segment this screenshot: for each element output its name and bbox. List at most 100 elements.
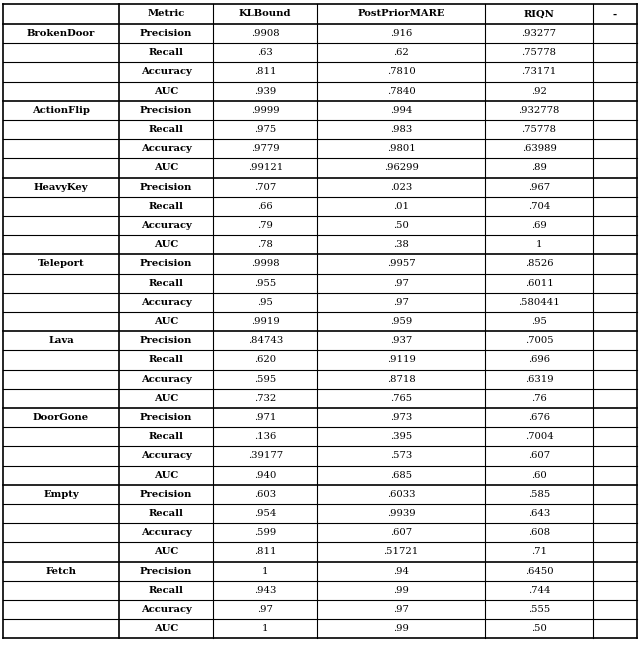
Text: .607: .607 xyxy=(528,451,550,460)
Text: .932778: .932778 xyxy=(518,106,560,115)
Text: .607: .607 xyxy=(390,529,412,537)
Text: .99121: .99121 xyxy=(248,164,283,172)
Text: .555: .555 xyxy=(528,605,550,614)
Text: .75778: .75778 xyxy=(522,48,557,57)
Text: .732: .732 xyxy=(254,394,276,403)
Text: 1: 1 xyxy=(262,624,269,633)
Text: .50: .50 xyxy=(393,221,409,230)
Text: .50: .50 xyxy=(531,624,547,633)
Text: .595: .595 xyxy=(254,375,276,384)
Text: .994: .994 xyxy=(390,106,412,115)
Text: .765: .765 xyxy=(390,394,412,403)
Text: .9957: .9957 xyxy=(387,259,415,269)
Text: .97: .97 xyxy=(393,278,409,288)
Text: PostPriorMARE: PostPriorMARE xyxy=(357,10,445,18)
Text: Recall: Recall xyxy=(148,125,184,134)
Text: .916: .916 xyxy=(390,29,412,38)
Text: Precision: Precision xyxy=(140,490,192,499)
Text: .973: .973 xyxy=(390,413,412,422)
Text: .6319: .6319 xyxy=(525,375,554,384)
Text: .97: .97 xyxy=(257,605,273,614)
Text: .643: .643 xyxy=(528,509,550,518)
Text: .685: .685 xyxy=(390,471,412,479)
Text: Recall: Recall xyxy=(148,432,184,441)
Text: AUC: AUC xyxy=(154,86,178,96)
Text: 1: 1 xyxy=(536,240,542,250)
Text: .66: .66 xyxy=(257,202,273,211)
Text: AUC: AUC xyxy=(154,548,178,557)
Text: Accuracy: Accuracy xyxy=(141,605,191,614)
Text: Recall: Recall xyxy=(148,278,184,288)
Text: .954: .954 xyxy=(254,509,276,518)
Text: .9119: .9119 xyxy=(387,356,415,364)
Text: .704: .704 xyxy=(528,202,550,211)
Text: .60: .60 xyxy=(531,471,547,479)
Text: .023: .023 xyxy=(390,183,412,192)
Text: .811: .811 xyxy=(254,67,276,77)
Text: Metric: Metric xyxy=(147,10,185,18)
Text: AUC: AUC xyxy=(154,317,178,326)
Text: .676: .676 xyxy=(528,413,550,422)
Text: .983: .983 xyxy=(390,125,412,134)
Text: .6011: .6011 xyxy=(525,278,554,288)
Text: BrokenDoor: BrokenDoor xyxy=(27,29,95,38)
Text: AUC: AUC xyxy=(154,394,178,403)
Text: .580441: .580441 xyxy=(518,298,560,307)
Text: .73171: .73171 xyxy=(522,67,557,77)
Text: .79: .79 xyxy=(257,221,273,230)
Text: AUC: AUC xyxy=(154,240,178,250)
Text: .696: .696 xyxy=(528,356,550,364)
Text: .940: .940 xyxy=(254,471,276,479)
Text: .01: .01 xyxy=(393,202,409,211)
Text: Precision: Precision xyxy=(140,106,192,115)
Text: .573: .573 xyxy=(390,451,412,460)
Text: AUC: AUC xyxy=(154,471,178,479)
Text: Precision: Precision xyxy=(140,567,192,576)
Text: .811: .811 xyxy=(254,548,276,557)
Text: Accuracy: Accuracy xyxy=(141,144,191,153)
Text: Accuracy: Accuracy xyxy=(141,298,191,307)
Text: .95: .95 xyxy=(531,317,547,326)
Text: Precision: Precision xyxy=(140,413,192,422)
Text: Teleport: Teleport xyxy=(38,259,84,269)
Text: .620: .620 xyxy=(254,356,276,364)
Text: .939: .939 xyxy=(254,86,276,96)
Text: .97: .97 xyxy=(393,605,409,614)
Text: .955: .955 xyxy=(254,278,276,288)
Text: .92: .92 xyxy=(531,86,547,96)
Text: .63: .63 xyxy=(257,48,273,57)
Text: .603: .603 xyxy=(254,490,276,499)
Text: Recall: Recall xyxy=(148,509,184,518)
Text: ActionFlip: ActionFlip xyxy=(32,106,90,115)
Text: AUC: AUC xyxy=(154,164,178,172)
Text: .8718: .8718 xyxy=(387,375,415,384)
Text: .7004: .7004 xyxy=(525,432,554,441)
Text: Precision: Precision xyxy=(140,336,192,345)
Text: Accuracy: Accuracy xyxy=(141,451,191,460)
Text: .39177: .39177 xyxy=(248,451,283,460)
Text: .96299: .96299 xyxy=(384,164,419,172)
Text: .395: .395 xyxy=(390,432,412,441)
Text: .943: .943 xyxy=(254,586,276,595)
Text: DoorGone: DoorGone xyxy=(33,413,89,422)
Text: Recall: Recall xyxy=(148,48,184,57)
Text: .585: .585 xyxy=(528,490,550,499)
Text: Recall: Recall xyxy=(148,202,184,211)
Text: .937: .937 xyxy=(390,336,412,345)
Text: .63989: .63989 xyxy=(522,144,557,153)
Text: .94: .94 xyxy=(393,567,409,576)
Text: Accuracy: Accuracy xyxy=(141,375,191,384)
Text: .76: .76 xyxy=(531,394,547,403)
Text: .38: .38 xyxy=(393,240,409,250)
Text: .975: .975 xyxy=(254,125,276,134)
Text: .9999: .9999 xyxy=(251,106,280,115)
Text: .9908: .9908 xyxy=(251,29,280,38)
Text: .707: .707 xyxy=(254,183,276,192)
Text: .71: .71 xyxy=(531,548,547,557)
Text: Empty: Empty xyxy=(43,490,79,499)
Text: .51721: .51721 xyxy=(383,548,419,557)
Text: Precision: Precision xyxy=(140,183,192,192)
Text: .6033: .6033 xyxy=(387,490,415,499)
Text: .971: .971 xyxy=(254,413,276,422)
Text: .75778: .75778 xyxy=(522,125,557,134)
